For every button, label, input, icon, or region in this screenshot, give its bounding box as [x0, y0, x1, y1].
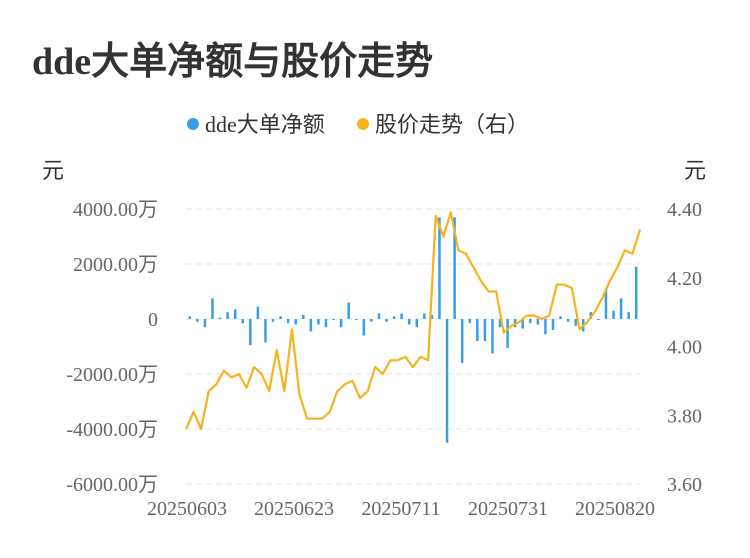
legend-label-dde: dde大单净额: [205, 112, 325, 137]
bar: [400, 313, 403, 319]
bar: [415, 319, 419, 328]
left-tick-label: 4000.00万: [73, 199, 158, 221]
bar: [264, 319, 267, 343]
x-tick-label: 20250603: [147, 498, 227, 520]
bar: [249, 319, 252, 346]
left-axis-unit: 元: [42, 158, 64, 183]
left-tick-label: -6000.00万: [66, 474, 158, 496]
bar: [551, 319, 555, 330]
right-tick-label: 4.00: [667, 337, 702, 359]
bar: [211, 298, 214, 319]
x-tick-label: 20250623: [254, 498, 334, 520]
bar: [362, 319, 366, 336]
bar: [612, 310, 615, 319]
bar: [377, 313, 381, 319]
right-axis-unit: 元: [684, 158, 706, 183]
left-axis-ticks: 4000.00万 2000.00万 0 -2000.00万 -4000.00万 -6000…: [66, 199, 158, 496]
bar-series: [188, 217, 638, 443]
legend-label-price: 股价走势（右）: [375, 112, 529, 137]
bar: [574, 319, 577, 326]
bar: [483, 319, 487, 341]
line-series: [184, 211, 642, 431]
right-tick-label: 3.60: [667, 474, 702, 496]
right-tick-label: 4.40: [667, 199, 702, 221]
bar: [256, 306, 260, 319]
bar: [339, 319, 343, 328]
bar: [544, 319, 547, 335]
chart-title: dde大单净额与股价走势: [32, 41, 434, 83]
legend-marker-dde: [187, 118, 199, 130]
bar: [604, 288, 608, 319]
bar: [332, 319, 335, 320]
bar: [498, 319, 502, 328]
bar: [634, 266, 638, 319]
left-tick-label: 0: [148, 309, 158, 331]
bar: [226, 312, 229, 319]
right-tick-label: 4.20: [667, 268, 702, 290]
right-tick-label: 3.80: [667, 405, 702, 427]
bar: [423, 313, 426, 319]
bar: [506, 319, 509, 348]
bar: [476, 319, 479, 341]
bar: [559, 316, 562, 319]
bar: [309, 319, 313, 332]
x-tick-label: 20250731: [468, 498, 548, 520]
gridlines: [186, 208, 640, 485]
bar: [438, 217, 441, 319]
bar: [536, 319, 540, 325]
bar: [196, 319, 199, 322]
bar: [445, 319, 449, 443]
bar: [468, 319, 471, 324]
legend-marker-price: [357, 118, 369, 130]
bar: [370, 319, 373, 322]
bar: [294, 319, 297, 325]
bar: [430, 314, 434, 319]
bar: [286, 319, 290, 324]
bar: [453, 217, 456, 319]
bar: [188, 316, 192, 319]
bar: [407, 319, 411, 325]
bar: [627, 312, 630, 319]
legend: dde大单净额 股价走势（右）: [187, 112, 529, 137]
x-tick-label: 20250820: [575, 498, 655, 520]
bar: [597, 319, 600, 320]
x-axis-ticks: 20250603 20250623 20250711 20250731 20250820: [147, 498, 655, 520]
bar: [347, 302, 350, 319]
bar: [392, 316, 396, 319]
bar: [279, 316, 282, 319]
bar: [218, 317, 222, 319]
bar: [491, 319, 494, 354]
left-tick-label: 2000.00万: [73, 254, 158, 276]
bar: [324, 319, 328, 328]
bar: [521, 319, 524, 329]
bar: [566, 319, 570, 322]
left-tick-label: -4000.00万: [66, 419, 158, 441]
bar: [385, 319, 388, 322]
bar: [271, 319, 275, 322]
bar: [317, 319, 320, 325]
price-line: [184, 211, 642, 431]
left-tick-label: -2000.00万: [66, 364, 158, 386]
bar: [233, 309, 237, 319]
bar: [355, 319, 358, 320]
x-tick-label: 20250711: [361, 498, 440, 520]
right-axis-ticks: 4.40 4.20 4.00 3.80 3.60: [667, 199, 702, 496]
bar: [460, 319, 464, 363]
bar: [203, 319, 207, 328]
bar: [302, 314, 305, 319]
bar: [529, 319, 532, 324]
bar: [619, 298, 623, 319]
bar: [241, 319, 244, 324]
